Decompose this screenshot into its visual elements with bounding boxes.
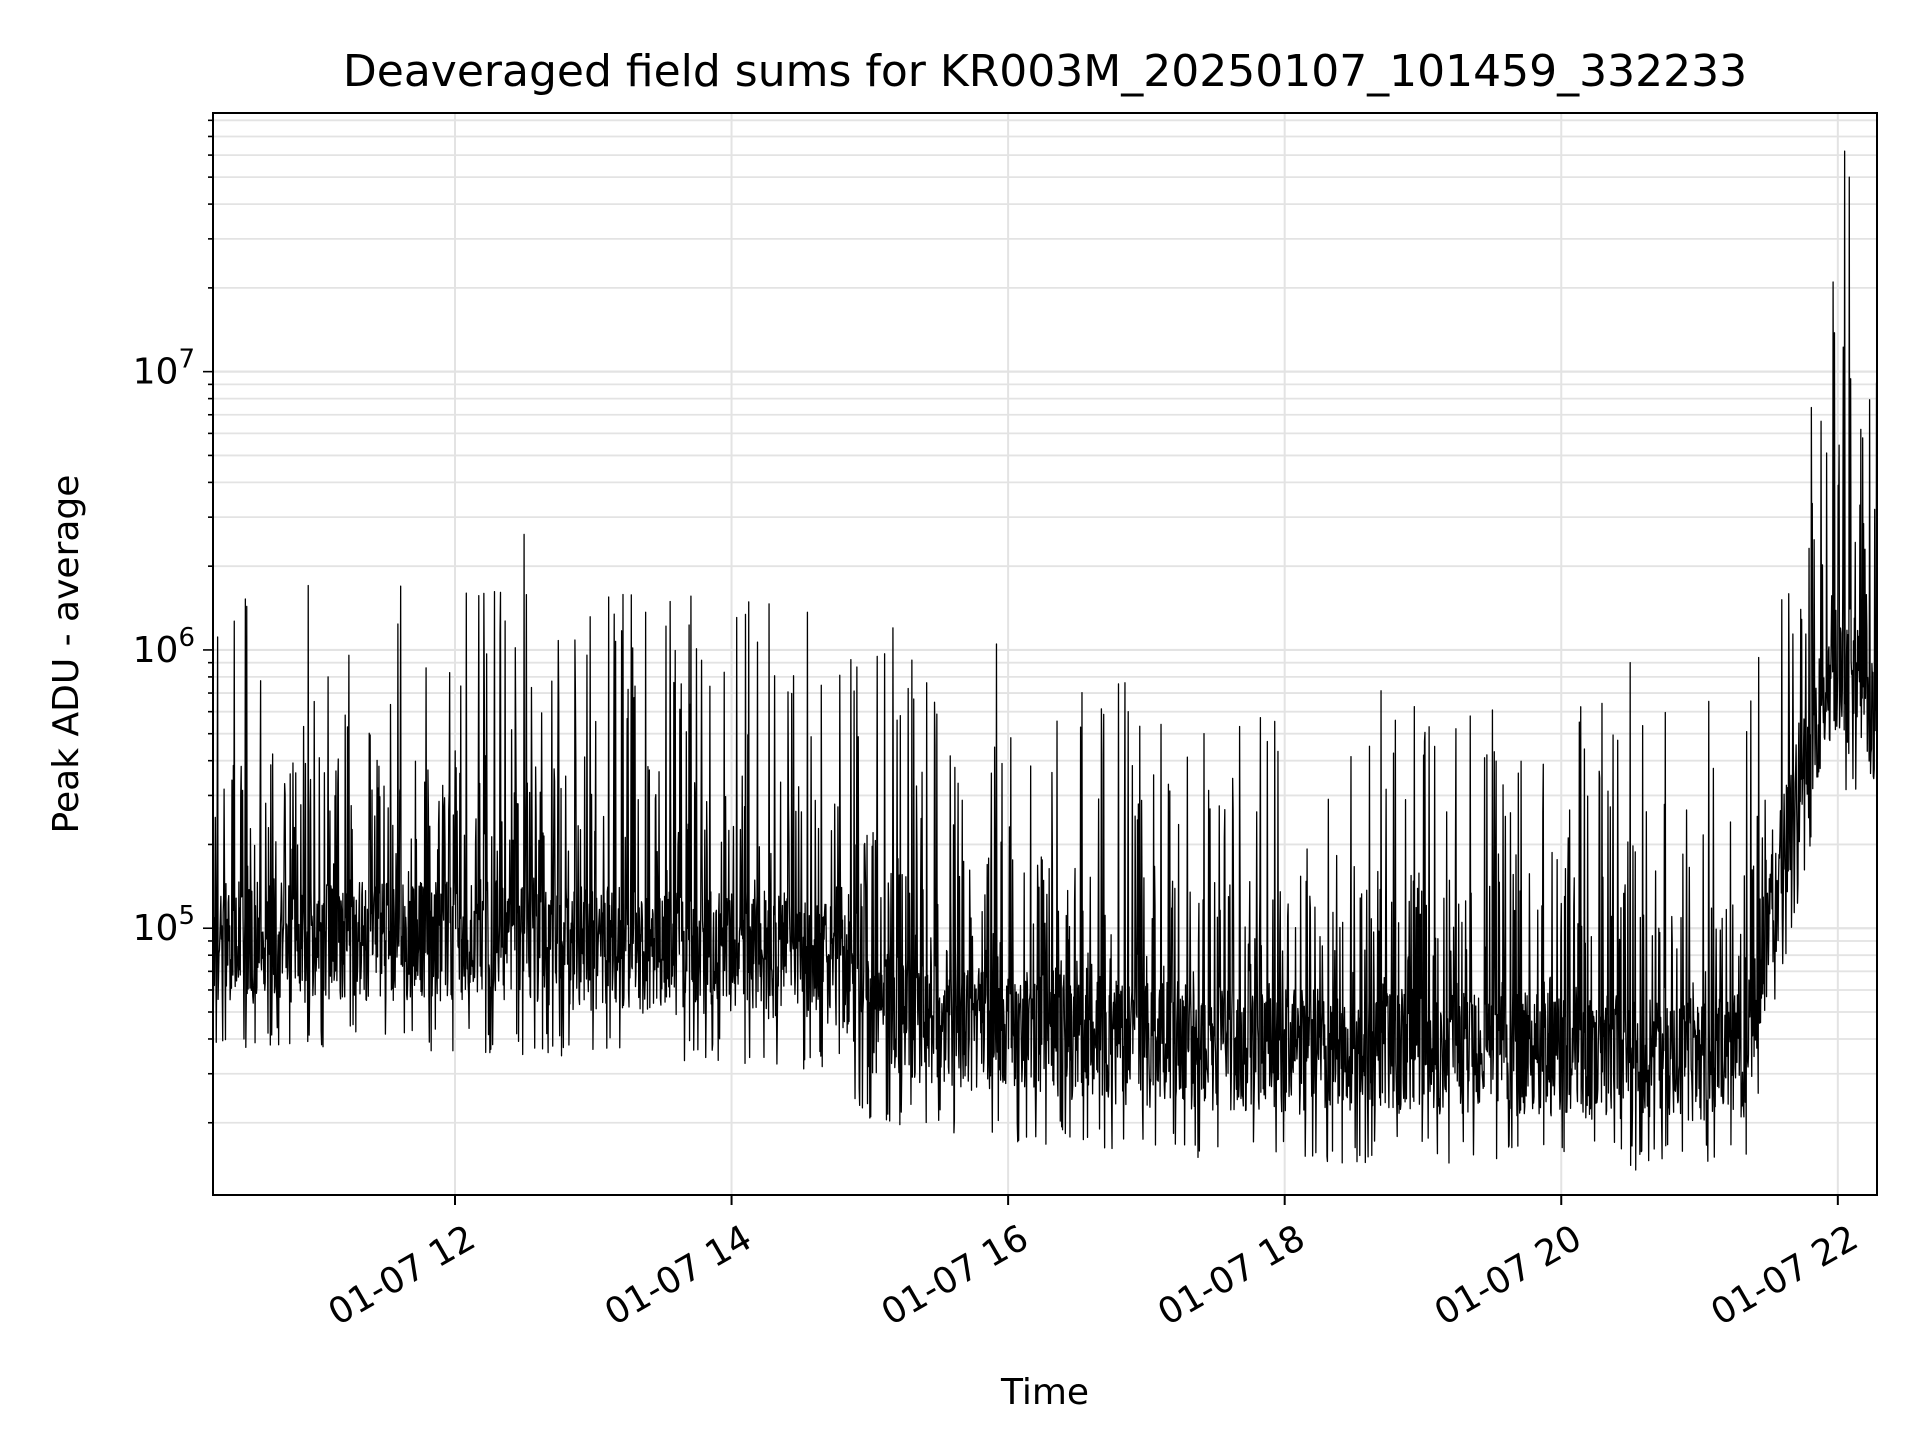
y-tick-label: 106: [133, 623, 195, 671]
series-line: [212, 150, 1878, 1171]
y-axis-label: Peak ADU - average: [46, 475, 87, 834]
series: [212, 150, 1878, 1171]
axes-frame: [212, 112, 1878, 1196]
x-axis-label: Time: [1000, 1372, 1089, 1413]
chart-title: Deaveraged field sums for KR003M_2025010…: [343, 46, 1747, 97]
y-tick-label: 107: [133, 345, 195, 393]
y-tick-label: 105: [133, 901, 195, 949]
y-axis: 105 106 107: [133, 119, 213, 1124]
